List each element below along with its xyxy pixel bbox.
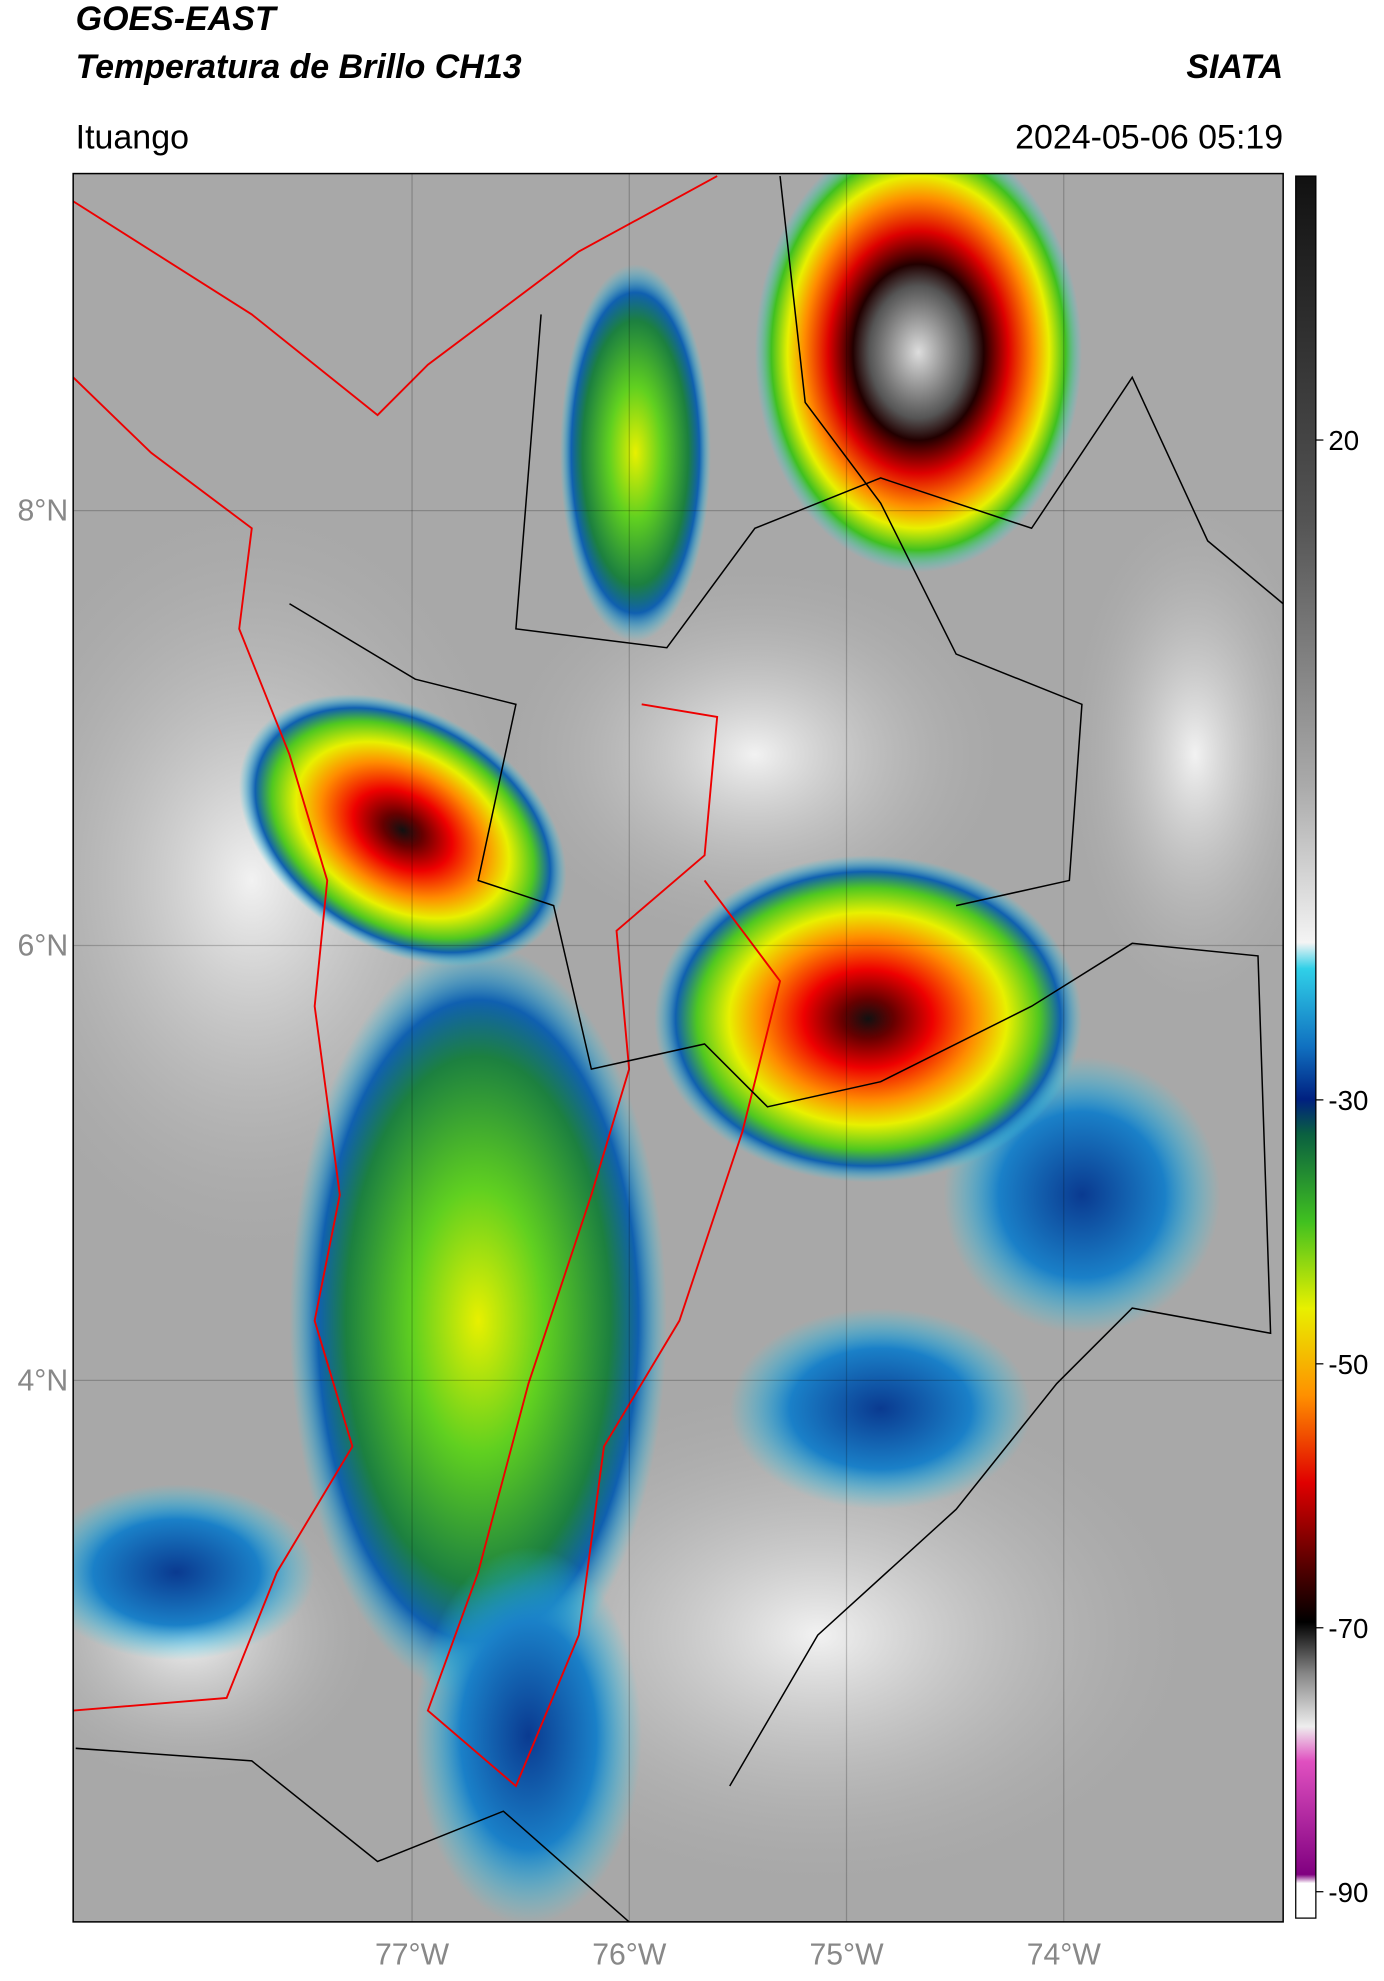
cloud-area: [1069, 503, 1284, 1007]
map-frame: [72, 172, 1284, 1923]
storm-cell: [754, 173, 1082, 573]
boundary: [75, 1747, 630, 1922]
coastline: [73, 175, 718, 417]
location-label: Ituango: [76, 118, 189, 156]
x-tick-label: 76°W: [592, 1939, 667, 1972]
boundary: [289, 603, 1272, 1787]
colorbar-tick-label: -50: [1328, 1349, 1368, 1380]
convective-area: [289, 943, 667, 1698]
x-tick-label: 74°W: [1027, 1939, 1102, 1972]
x-tick-label: 77°W: [375, 1939, 450, 1972]
cloud-area: [503, 566, 1007, 944]
datetime-label: 2024-05-06 05:19: [1015, 118, 1283, 156]
colorbar-tick-label: -70: [1328, 1613, 1368, 1644]
storm-cell: [238, 694, 567, 967]
storm-cell: [654, 855, 1082, 1183]
title-line-2: Temperatura de Brillo CH13: [76, 48, 522, 86]
graticule: [73, 173, 1284, 1922]
colorbar: [1295, 175, 1317, 1919]
coastline: [73, 376, 354, 1712]
x-tick-label: 75°W: [809, 1939, 884, 1972]
source-label: SIATA: [1186, 48, 1283, 86]
colorbar-tick-label: 20: [1328, 425, 1359, 456]
satellite-map: [73, 173, 1284, 1922]
boundary: [779, 176, 1083, 907]
colorbar-tick-label: -90: [1328, 1877, 1368, 1908]
convective-area: [559, 264, 711, 642]
convective-area: [73, 1484, 315, 1661]
convective-area: [729, 1308, 1032, 1510]
y-tick-label: 6°N: [18, 930, 69, 963]
boundary: [426, 703, 782, 1788]
convective-area: [415, 1547, 642, 1922]
y-tick-label: 4°N: [18, 1364, 69, 1397]
colorbar-ticks: 20 -30 -50 -70 -90: [1315, 425, 1368, 1908]
boundary: [515, 314, 1284, 649]
y-tick-label: 8°N: [18, 495, 69, 528]
title-line-1: GOES-EAST: [76, 0, 279, 38]
colorbar-tick-label: -30: [1328, 1085, 1368, 1116]
